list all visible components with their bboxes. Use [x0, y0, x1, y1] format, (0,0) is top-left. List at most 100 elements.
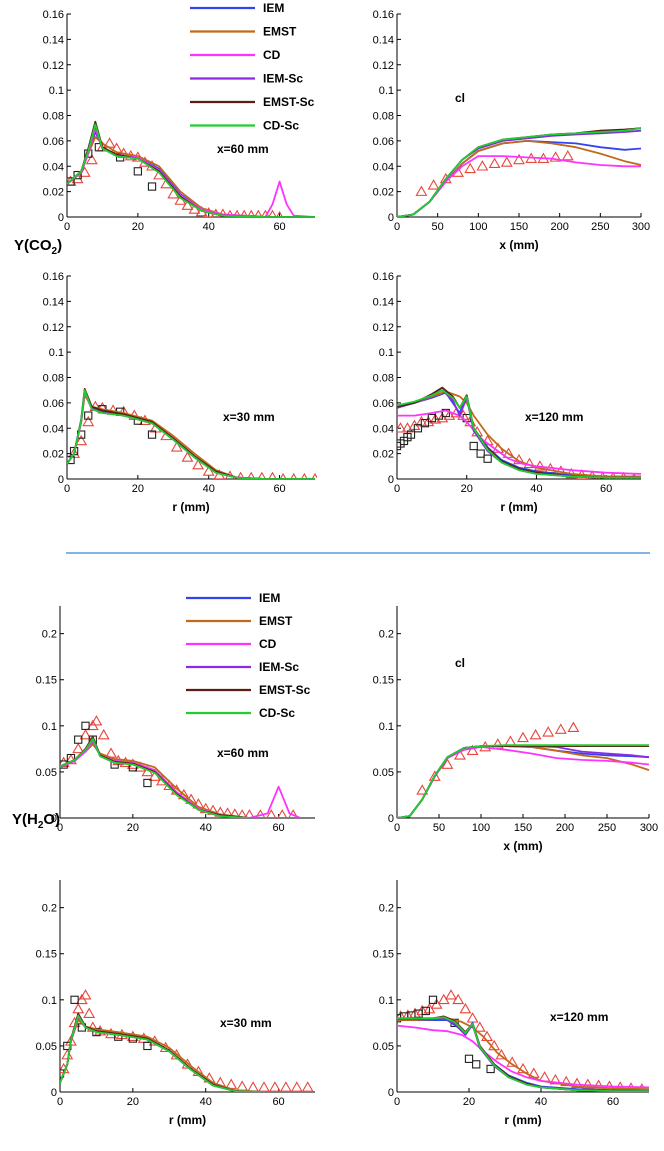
exp-triangle-point: [500, 156, 513, 167]
exp-triangle-point: [257, 471, 267, 479]
legend-label-cd: CD: [259, 637, 277, 651]
exp-triangle-point: [79, 989, 92, 1000]
exp-triangle-point: [181, 451, 194, 462]
chart-panel-8: 0 0.05 0.1 0.15 0.2 0 20 40 60 r (mm) x=120 mm: [373, 880, 650, 1127]
plot-area: [67, 388, 317, 479]
plot-area: [60, 989, 315, 1092]
y-tick-label: 0.12: [373, 60, 394, 72]
x-axis-label: r (mm): [172, 500, 209, 514]
x-tick-label: 20: [127, 1096, 139, 1108]
y-tick-label: 0.14: [43, 34, 64, 46]
exp-square-point: [70, 995, 79, 1004]
x-tick-label: 20: [127, 822, 139, 834]
chart-panel-3: 0 0.02 0.04 0.06 0.08 0.1 0.12 0.14 0.16 0 20 40 60 r…: [43, 271, 317, 514]
exp-triangle-point: [72, 1002, 85, 1014]
series-line-emst: [397, 745, 650, 818]
exp-triangle-point: [266, 809, 277, 818]
x-tick-label: 0: [394, 1096, 400, 1108]
x-tick-label: 0: [64, 483, 70, 495]
exp-square-point: [413, 424, 423, 433]
plot-area: [397, 386, 642, 479]
y-tick-label: 0.16: [43, 271, 64, 283]
exp-triangle-point: [85, 153, 98, 165]
x-tick-label: 50: [433, 822, 445, 834]
exp-triangle-point: [192, 458, 205, 470]
panel-label: cl: [455, 656, 465, 670]
exp-triangle-point: [268, 471, 277, 479]
x-tick-label: 60: [272, 1096, 284, 1108]
series-line-emst-sc: [67, 388, 315, 479]
y-tick-label: 0.14: [43, 296, 64, 308]
series-line-cd-sc: [397, 1016, 649, 1092]
series-line-iem-sc: [397, 745, 650, 818]
y-tick-label: 0.08: [373, 111, 394, 123]
exp-triangle-point: [72, 742, 85, 754]
series-line-iem-sc: [397, 129, 642, 217]
panel-label: x=30 mm: [220, 1016, 272, 1030]
y-tick-label: 0.1: [42, 721, 57, 733]
exp-triangle-point: [237, 809, 248, 818]
y-tick-label: 0.2: [379, 903, 394, 915]
exp-triangle-point: [83, 1007, 96, 1018]
exp-square-point: [476, 449, 485, 458]
series-line-cd-sc: [67, 389, 315, 479]
y-tick-label: 0.06: [43, 136, 64, 148]
x-tick-label: 250: [591, 221, 609, 233]
x-tick-label: 40: [530, 483, 542, 495]
y-tick-label: 0.16: [373, 271, 394, 283]
y-tick-label: 0.16: [43, 9, 64, 21]
y-tick-label: 0: [51, 813, 57, 825]
series-line-cd: [397, 1024, 650, 1089]
series-line-emst-sc: [60, 736, 315, 818]
exp-square-point: [406, 430, 416, 439]
exp-triangle-point: [581, 1078, 594, 1089]
y-tick-label: 0: [388, 212, 394, 224]
legend-label-emst: EMST: [263, 25, 297, 39]
exp-triangle-point: [301, 1081, 314, 1092]
series-line-emst: [397, 1017, 650, 1091]
x-tick-label: 200: [550, 221, 568, 233]
series-line-iem-sc: [397, 389, 641, 479]
y-tick-label: 0.15: [36, 949, 57, 961]
exp-triangle-point: [466, 1012, 479, 1023]
group-label-h2o: Y(H2O): [12, 811, 60, 831]
exp-square-point: [441, 408, 450, 418]
exp-triangle-point: [513, 153, 525, 165]
y-tick-label: 0.15: [373, 949, 394, 961]
series-line-emst: [397, 140, 642, 217]
y-tick-label: 0.05: [373, 1041, 394, 1053]
y-tick-label: 0.04: [373, 423, 394, 435]
legend-label-cd-sc: CD-Sc: [263, 119, 299, 133]
group-label-co2: Y(CO2): [14, 237, 62, 257]
y-tick-label: 0.02: [373, 187, 394, 199]
x-tick-label: 60: [273, 221, 285, 233]
plot-area: [397, 721, 650, 818]
chart-panel-5: 0 0.05 0.1 0.15 0.2 0 20 40 60 x=60 mm: [36, 606, 315, 834]
y-tick-label: 0.1: [379, 995, 394, 1007]
legend-label-emst-sc: EMST-Sc: [263, 95, 315, 109]
y-tick-label: 0.02: [43, 449, 64, 461]
legend-label-iem: IEM: [259, 591, 280, 605]
exp-triangle-point: [445, 989, 457, 1000]
exp-triangle-point: [261, 209, 270, 217]
exp-triangle-point: [79, 728, 92, 740]
y-tick-label: 0.2: [42, 629, 57, 641]
exp-square-point: [486, 1064, 495, 1074]
series-line-cd-sc: [60, 737, 315, 818]
plot-area: [60, 715, 315, 818]
y-tick-label: 0.02: [43, 187, 64, 199]
y-tick-label: 0.12: [43, 60, 64, 72]
x-tick-label: 40: [200, 1096, 212, 1108]
y-tick-label: 0.05: [36, 1041, 57, 1053]
exp-triangle-point: [441, 758, 454, 769]
chart-panel-6: 0 0.05 0.1 0.15 0.2 0 50 100 150 200 250 300 x (mm) c…: [373, 606, 658, 853]
exp-triangle-point: [459, 1002, 472, 1014]
y-tick-label: 0.06: [373, 398, 394, 410]
exp-square-point: [73, 170, 82, 180]
series-line-cd-sc: [397, 127, 642, 217]
series-line-iem-sc: [67, 389, 315, 479]
series-line-cd: [67, 390, 315, 479]
y-tick-label: 0.14: [373, 34, 394, 46]
exp-triangle-point: [473, 1021, 486, 1032]
y-tick-label: 0: [58, 212, 64, 224]
